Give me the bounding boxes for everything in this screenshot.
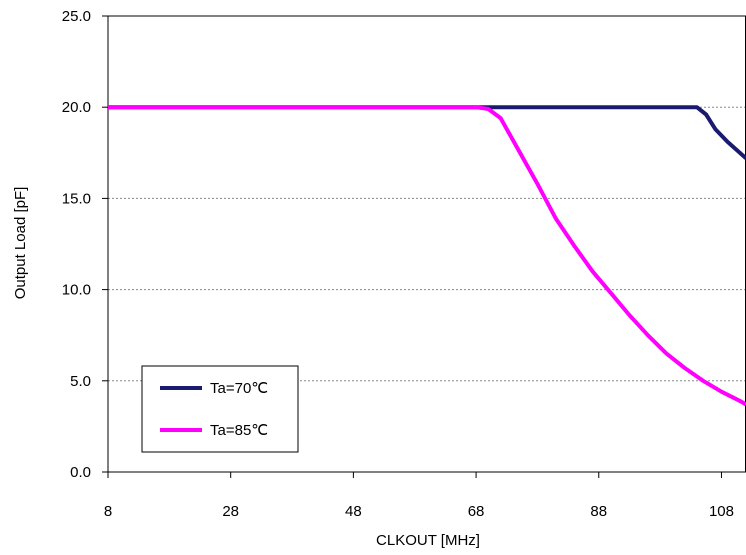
legend-box [142,366,298,452]
x-tick-label: 108 [709,503,734,520]
y-tick-label: 20.0 [62,99,91,116]
x-tick-label: 88 [590,503,607,520]
x-tick-label: 48 [345,503,362,520]
legend-label-ta85: Ta=85℃ [210,422,268,439]
series-line-0 [108,107,746,158]
y-axis-title: Output Load [pF] [12,187,29,300]
y-tick-label: 10.0 [62,282,91,299]
series-line-1 [108,107,746,404]
y-axis: 0.0 5.0 10.0 15.0 20.0 25.0 [62,8,108,481]
y-tick-label: 5.0 [70,373,91,390]
legend-label-ta70: Ta=70℃ [210,380,268,397]
y-tick-label: 15.0 [62,190,91,207]
x-axis-title: CLKOUT [MHz] [376,532,480,549]
y-tick-label: 25.0 [62,8,91,25]
legend: Ta=70℃ Ta=85℃ [142,366,298,452]
x-tick-label: 68 [468,503,485,520]
x-axis: 8 28 48 68 88 108 [104,472,734,520]
x-tick-label: 28 [222,503,239,520]
x-tick-label: 8 [104,503,112,520]
y-tick-label: 0.0 [70,464,91,481]
series-layer [108,107,746,404]
